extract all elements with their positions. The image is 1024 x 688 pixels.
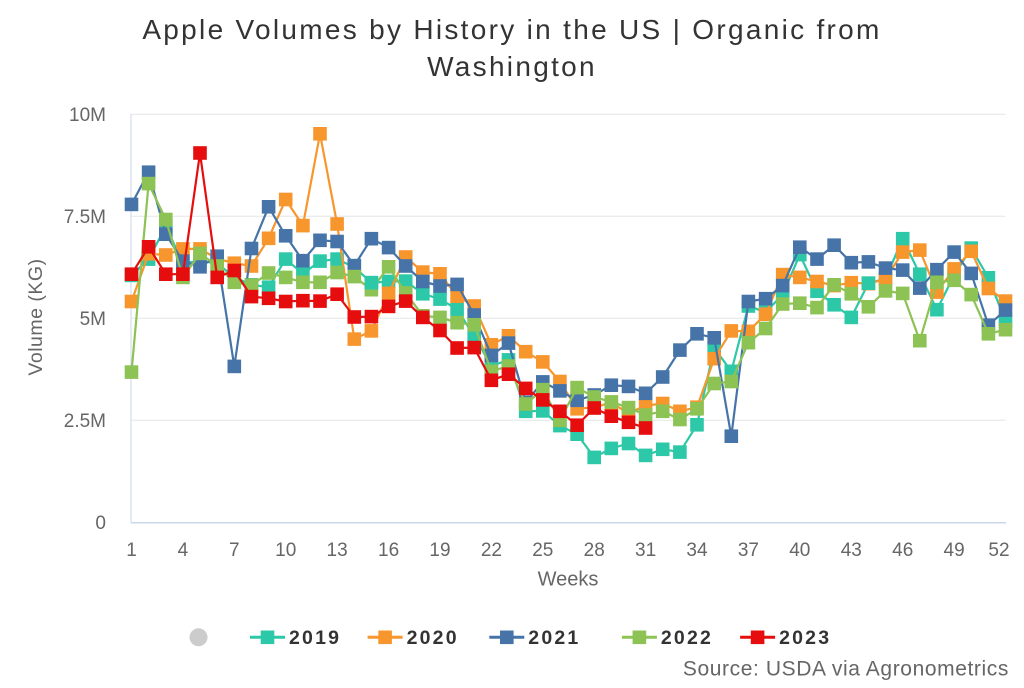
svg-text:34: 34 <box>686 540 708 561</box>
svg-text:2.5M: 2.5M <box>64 411 106 432</box>
svg-text:49: 49 <box>944 540 965 561</box>
svg-text:Washington: Washington <box>427 51 597 82</box>
svg-text:7: 7 <box>229 540 240 561</box>
svg-text:Apple Volumes by History in th: Apple Volumes by History in the US | Org… <box>142 14 881 45</box>
svg-text:28: 28 <box>584 540 605 561</box>
svg-text:2023: 2023 <box>779 627 831 649</box>
svg-text:25: 25 <box>532 540 553 561</box>
svg-text:5M: 5M <box>80 309 106 330</box>
svg-text:2020: 2020 <box>407 627 459 649</box>
svg-text:43: 43 <box>841 540 862 561</box>
svg-text:16: 16 <box>378 540 399 561</box>
svg-text:2019: 2019 <box>289 627 341 649</box>
svg-text:13: 13 <box>327 540 348 561</box>
svg-text:19: 19 <box>429 540 450 561</box>
svg-text:1: 1 <box>126 540 137 561</box>
svg-text:4: 4 <box>178 540 189 561</box>
svg-text:31: 31 <box>635 540 656 561</box>
svg-text:10M: 10M <box>69 105 106 126</box>
svg-text:Weeks: Weeks <box>538 569 599 591</box>
svg-text:40: 40 <box>789 540 810 561</box>
svg-text:2021: 2021 <box>528 627 580 649</box>
svg-text:22: 22 <box>481 540 502 561</box>
svg-text:10: 10 <box>275 540 296 561</box>
svg-text:46: 46 <box>892 540 913 561</box>
svg-text:37: 37 <box>738 540 759 561</box>
svg-text:2022: 2022 <box>661 627 713 649</box>
svg-text:Source: USDA via Agronometrics: Source: USDA via Agronometrics <box>683 658 1009 681</box>
svg-text:52: 52 <box>988 540 1009 561</box>
svg-text:Volume (KG): Volume (KG) <box>25 258 47 375</box>
svg-text:7.5M: 7.5M <box>64 207 106 228</box>
svg-text:0: 0 <box>95 513 106 534</box>
